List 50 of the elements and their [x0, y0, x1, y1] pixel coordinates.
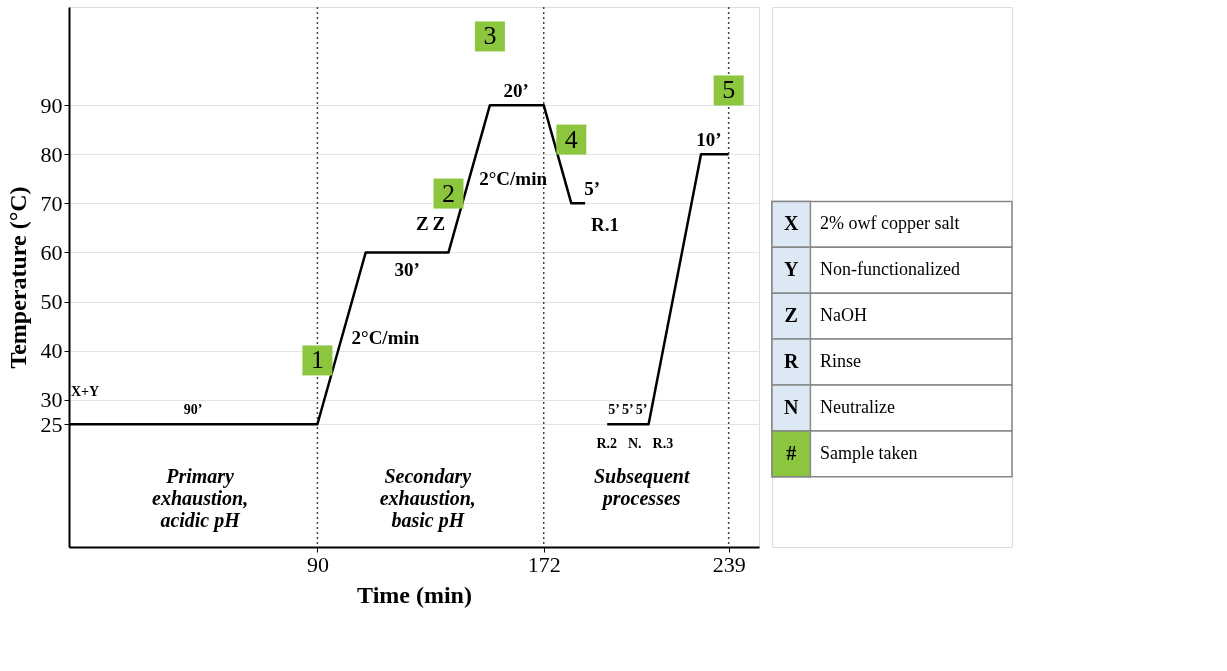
annotation: R.2 — [596, 436, 617, 452]
text: Rinse — [820, 351, 862, 372]
text: X — [783, 212, 799, 235]
annotation: 5’ — [608, 402, 620, 418]
y-axis-title: Temperature (°C) — [4, 186, 31, 369]
text: Y — [783, 258, 799, 281]
annotation: 2 — [442, 178, 455, 208]
y-tick-label: 90 — [40, 92, 63, 118]
annotation: N. — [627, 436, 642, 452]
annotation: 30’ — [394, 259, 420, 281]
y-tick-label: 25 — [40, 411, 63, 437]
y-tick-label: 60 — [40, 239, 63, 265]
annotation: 4 — [564, 124, 578, 154]
annotation: 3 — [483, 21, 497, 51]
text: # — [786, 441, 797, 464]
y-tick-label: 40 — [40, 338, 63, 364]
annotation: 90’ — [183, 402, 203, 418]
annotation: 5 — [722, 75, 736, 105]
y-tick-label: 70 — [40, 190, 63, 216]
x-tick-label: 239 — [712, 551, 746, 577]
annotation: 5’ — [584, 178, 601, 200]
annotation: R.1 — [591, 214, 620, 236]
annotation: 2°C/min — [351, 327, 420, 349]
y-tick-label: 30 — [40, 387, 63, 413]
annotation: Secondary exhaustion, basic pH — [379, 465, 476, 532]
y-tick-label: 50 — [40, 289, 63, 315]
annotation: 5’ — [635, 402, 648, 418]
text: Neutralize — [820, 396, 895, 417]
annotation: 10’ — [696, 129, 722, 151]
annotation: Subsequent processes — [593, 465, 691, 510]
x-axis-title: Time (min) — [357, 581, 472, 608]
x-tick-label: 90 — [306, 551, 329, 577]
text: Non-functionalized — [820, 259, 960, 280]
x-tick-label: 172 — [527, 551, 561, 577]
annotation: X+Y — [71, 384, 100, 400]
y-tick-label: 80 — [40, 141, 63, 167]
text: Sample taken — [820, 442, 918, 463]
annotation: 2°C/min — [479, 167, 548, 189]
annotation: Z — [432, 213, 446, 235]
annotation: Primary exhaustion, acidic pH — [152, 465, 249, 532]
annotation: 20’ — [503, 80, 529, 102]
annotation: 1 — [310, 345, 324, 375]
text: NaOH — [820, 305, 867, 326]
text: 2% owf copper salt — [820, 213, 960, 234]
text: N — [783, 395, 799, 418]
annotation: R.3 — [652, 436, 674, 452]
annotation: Z — [415, 213, 429, 235]
annotation: 5’ — [622, 402, 634, 418]
text: R — [783, 350, 799, 373]
text: Z — [784, 304, 798, 327]
